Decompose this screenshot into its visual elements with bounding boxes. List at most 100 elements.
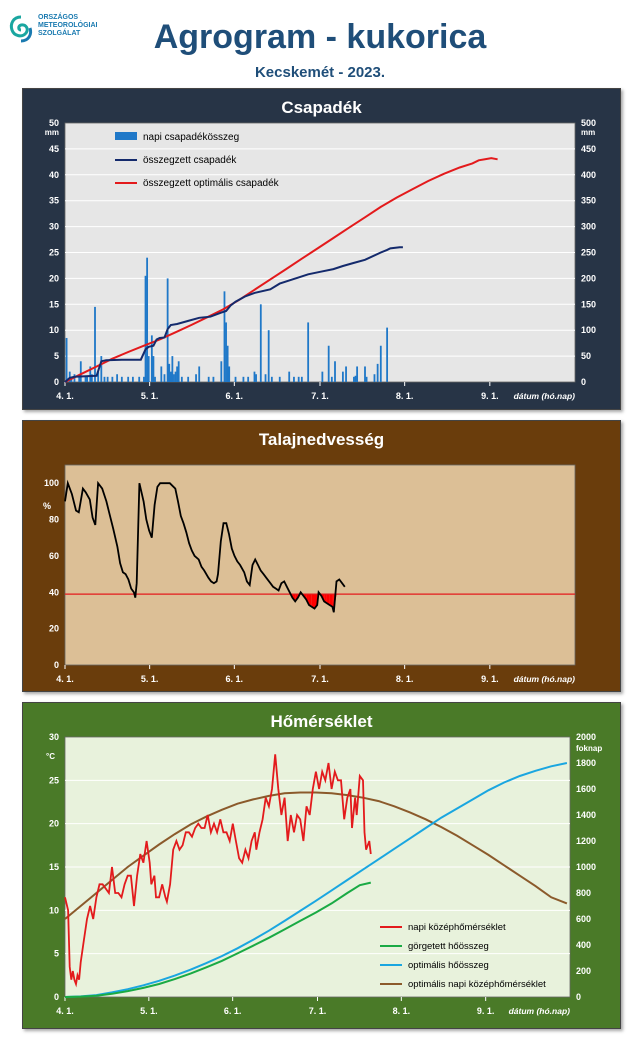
precip-bar [65,337,68,382]
y-axis-unit-left: °C [46,752,55,761]
precip-bar [198,366,201,382]
y-tick-label-left: 30 [49,732,59,742]
deficit-area [311,594,315,609]
precip-bar [207,376,210,382]
precip-bar [327,345,330,382]
y-tick-label-left: 0 [54,660,59,670]
x-axis-label: dátum (hó.nap) [509,1006,571,1016]
precip-bar [89,366,92,382]
y-tick-label-left: 25 [49,775,59,785]
precip-bar [353,376,355,382]
y-tick-label-left: 5 [54,949,59,959]
x-tick-label: 4. 1. [56,391,74,401]
precip-bar [264,374,267,382]
y-axis-unit: % [43,501,51,511]
y-tick-label-right: 0 [581,377,586,387]
precip-bar [334,361,336,382]
y-tick-label-left: 20 [49,624,59,634]
precip-bar [163,374,166,382]
precip-bar [253,371,256,382]
logo-line-1: ORSZÁGOS [38,14,79,21]
y-tick-label-left: 10 [49,905,59,915]
precip-bar [143,376,145,382]
precip-bar [223,291,226,382]
y-tick-label-left: 40 [49,170,59,180]
y-tick-label-left: 50 [49,118,59,128]
y-tick-label-left: 45 [49,144,59,154]
precip-bar [226,345,229,382]
precip-bar [116,374,119,382]
page-title: Agrogram - kukorica [153,18,487,56]
x-tick-label: 7. 1. [311,674,329,684]
legend-swatch-bars [115,132,137,140]
y-tick-label-right: 100 [581,325,596,335]
y-axis-unit-left: mm [45,128,59,137]
legend-label: összegzett csapadék [143,155,237,166]
precip-bar [84,375,87,382]
x-tick-label: 6. 1. [226,674,244,684]
x-tick-label: 4. 1. [56,674,74,684]
precip-bar [195,374,197,382]
precip-bar [147,356,150,382]
precip-bar [154,376,156,382]
precip-bar [376,363,379,382]
page-subtitle: Kecskemét - 2023. [254,64,386,81]
y-tick-label-left: 10 [49,325,59,335]
x-tick-label: 7. 1. [309,1006,327,1016]
y-axis-unit-right: mm [581,128,595,137]
x-tick-label: 7. 1. [311,391,329,401]
precip-bar [379,345,382,382]
precip-bar [100,356,103,382]
y-tick-label-right: 300 [581,222,596,232]
precip-bar [386,327,389,382]
y-tick-label-left: 20 [49,273,59,283]
legend-label: összegzett optimális csapadék [143,178,280,189]
x-tick-label: 4. 1. [56,1006,74,1016]
precip-bar [242,376,245,382]
precip-bar [111,376,114,382]
logo-text: ORSZÁGOS METEOROLÓGIAI SZOLGÁLAT [38,14,98,38]
y-tick-label-left: 0 [54,992,59,1002]
y-tick-label-right: 2000 [576,732,596,742]
precip-bar [152,356,155,382]
precip-bar [174,371,177,382]
x-tick-label: 6. 1. [226,391,244,401]
precip-bar [365,376,368,382]
precip-bar [103,376,106,382]
precip-bar [267,330,270,382]
soil-moisture-line [64,479,346,613]
precip-bar [373,374,376,382]
x-tick-label: 5. 1. [140,1006,158,1016]
deficit-area [308,594,312,607]
x-axis-label: dátum (hó.nap) [514,674,576,684]
y-tick-label-right: 400 [576,940,591,950]
cumulative-precip-line [64,246,403,383]
precip-bar [169,371,172,382]
precip-bar [297,376,300,382]
precip-bar [255,374,257,382]
omsz-logo: ORSZÁGOS METEOROLÓGIAI SZOLGÁLAT [8,14,138,54]
precip-bar [288,371,291,382]
precip-bar [78,376,81,382]
x-tick-label: 5. 1. [141,391,159,401]
precip-bar [278,376,281,382]
y-tick-label-left: 35 [49,196,59,206]
y-tick-label-left: 25 [49,248,59,258]
precip-bar [177,361,180,382]
y-tick-label-right: 1200 [576,836,596,846]
precip-bar [356,366,359,382]
precip-bar [354,375,357,382]
y-tick-label-right: 350 [581,196,596,206]
precip-bar [220,361,223,382]
y-axis-unit-right: foknap [576,744,602,753]
precip-bar [293,376,295,382]
x-tick-label: 6. 1. [224,1006,242,1016]
x-tick-label: 9. 1. [477,1006,495,1016]
x-tick-label: 8. 1. [396,391,414,401]
y-tick-label-right: 0 [576,992,581,1002]
legend-label: napi középhőmérséklet [408,922,506,933]
precip-bar [259,304,262,382]
x-tick-label: 9. 1. [481,391,499,401]
precip-bar [168,363,171,382]
precip-bar [90,374,93,382]
